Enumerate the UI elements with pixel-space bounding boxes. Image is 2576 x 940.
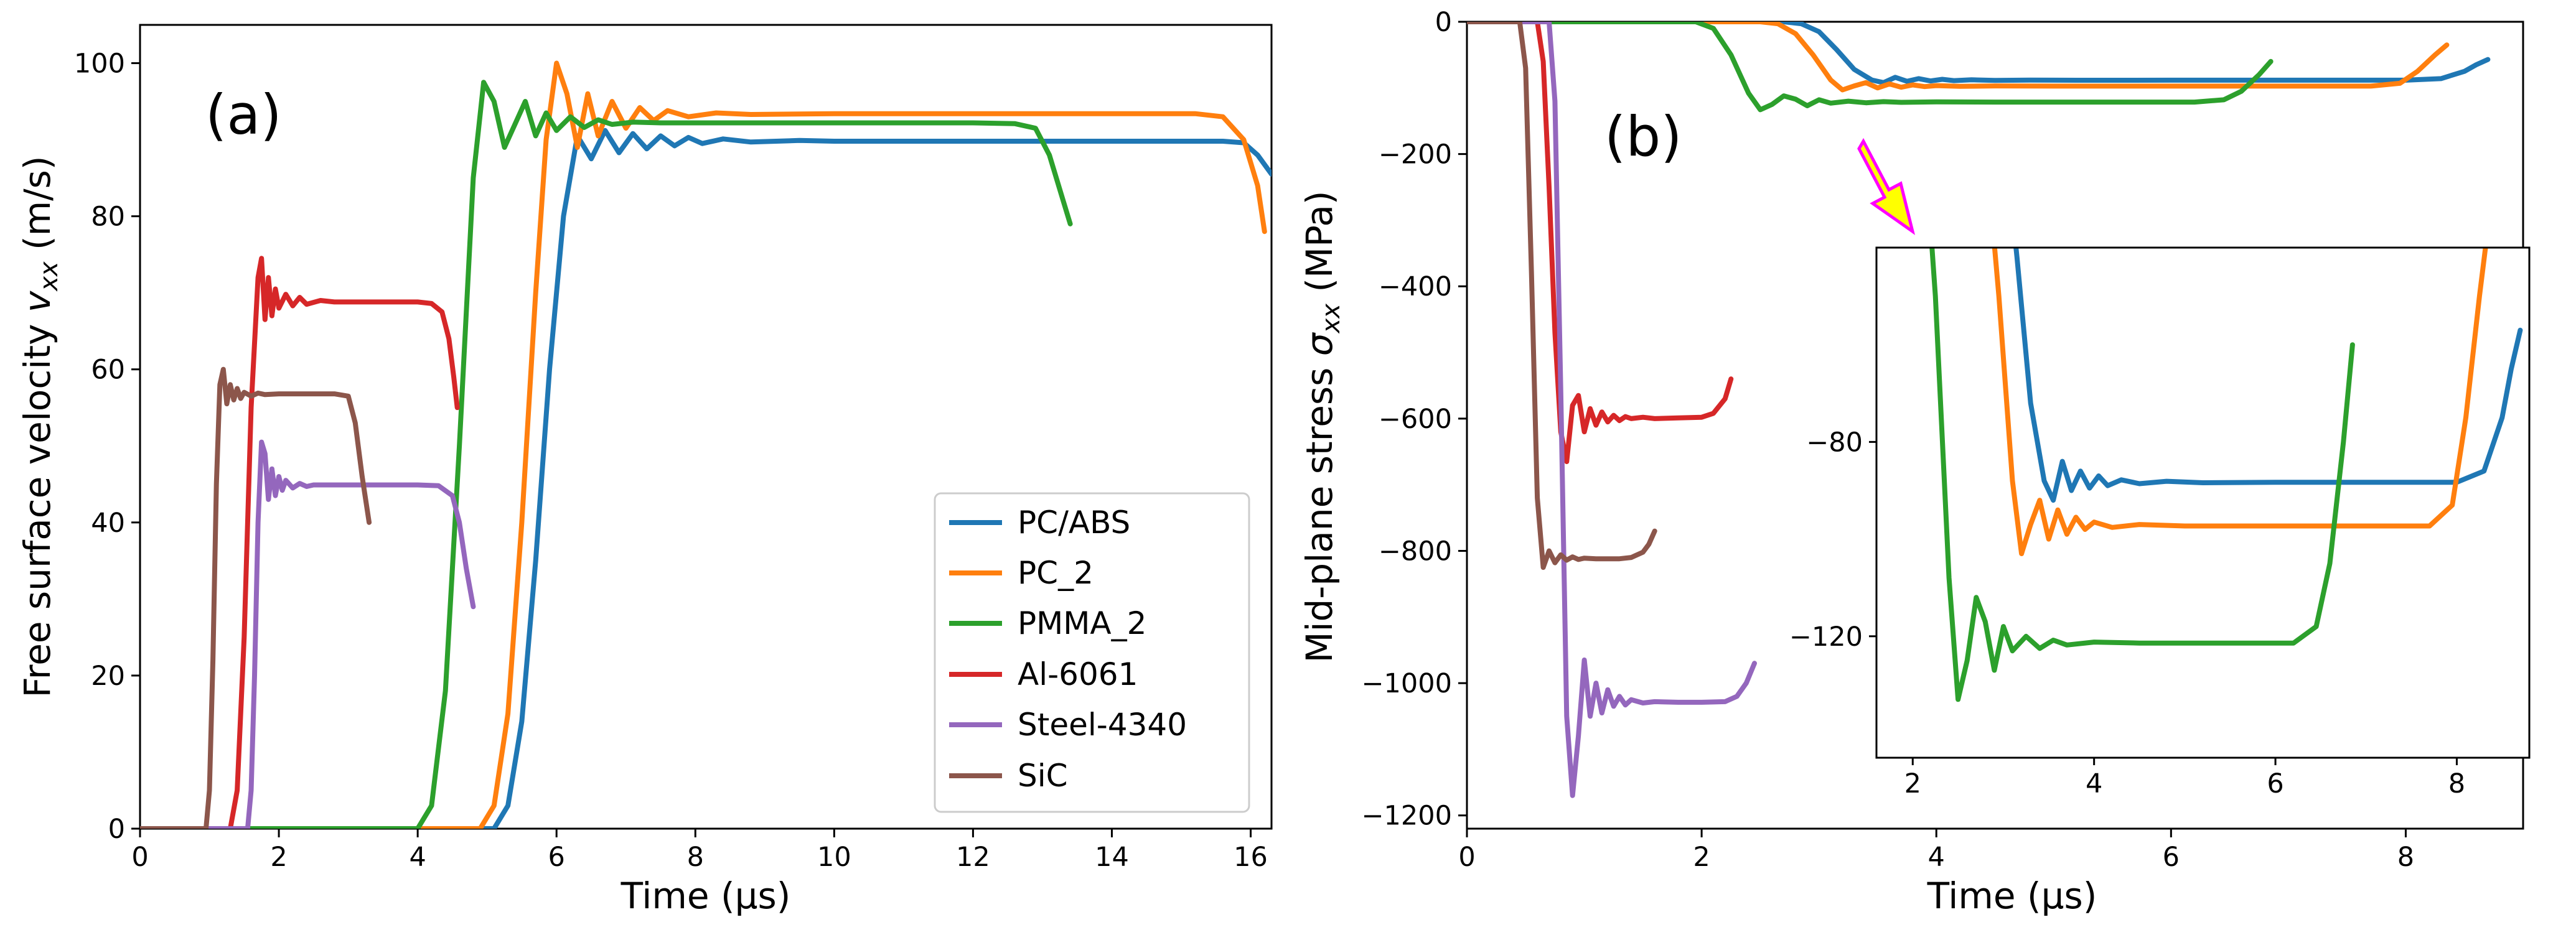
panel-b-y-tick-label: −200 [1379, 139, 1452, 170]
panel-a-y-tick-label: 80 [91, 202, 125, 233]
legend-frame [934, 492, 1250, 813]
panel-a-y-axis-label-subscript: xx [35, 261, 63, 292]
legend-label-pc-abs: PC/ABS [1018, 505, 1130, 541]
panel-a-x-tick-label: 4 [409, 842, 426, 873]
legend-label-pc-2: PC_2 [1018, 555, 1094, 591]
panel-b: 0 2 4 6 8 0 −200 −400 −600 −800 −1000 −1200 (b) Ti… [1298, 7, 2531, 917]
panel-b-x-tick-label: 6 [2163, 842, 2180, 873]
panel-a: 0 2 4 6 8 10 12 14 16 0 20 40 60 80 100 (a) Time (μs)… [16, 24, 1273, 917]
inset-x-tick-label: 4 [2086, 768, 2102, 799]
panel-a-line-pc-abs [140, 128, 1272, 829]
legend-label-al-6061: Al-6061 [1018, 656, 1138, 692]
panel-a-line-sic [140, 366, 372, 829]
inset-frame [1875, 246, 2531, 759]
panel-a-line-steel-4340 [140, 439, 476, 829]
inset-line-pc-2 [1992, 248, 2488, 556]
panel-b-x-tick-label: 2 [1693, 842, 1710, 873]
panel-b-y-tick-label: −1200 [1362, 801, 1452, 832]
panel-a-y-ticks: 0 20 40 60 80 100 [74, 49, 140, 845]
panel-a-y-tick-label: 40 [91, 508, 125, 539]
panel-b-line-pmma-2 [1467, 22, 2274, 113]
panel-a-line-al-6061 [140, 256, 460, 829]
panel-b-y-tick-label: −600 [1379, 404, 1452, 435]
panel-b-y-axis-label-main: Mid-plane stress [1298, 356, 1341, 663]
panel-b-line-pc-2 [1467, 22, 2450, 93]
legend-label-steel-4340: Steel-4340 [1018, 707, 1187, 743]
inset-y-tick-label: −80 [1806, 427, 1863, 458]
inset-x-ticks: 2 4 6 8 [1904, 758, 2465, 799]
panel-b-label: (b) [1604, 105, 1682, 169]
panel-b-x-tick-label: 0 [1458, 842, 1475, 873]
panel-a-x-tick-label: 2 [270, 842, 287, 873]
panel-a-x-tick-label: 0 [131, 842, 148, 873]
panel-a-label: (a) [205, 83, 282, 147]
panel-a-y-tick-label: 20 [91, 661, 125, 692]
panel-a-series [140, 60, 1272, 829]
inset-line-pmma-2 [1929, 248, 2355, 702]
panel-a-y-tick-label: 0 [108, 814, 125, 845]
inset-x-tick-label: 8 [2448, 768, 2465, 799]
panel-a-y-tick-label: 100 [74, 49, 125, 80]
panel-a-line-pc-2 [140, 60, 1267, 829]
legend: PC/ABS PC_2 PMMA_2 Al-6061 Steel-4340 Si… [934, 492, 1250, 813]
panel-b-line-steel-4340 [1467, 22, 1757, 798]
panel-b-inset: 2 4 6 8 −80 −120 [1789, 246, 2531, 799]
panel-b-line-al-6061 [1467, 22, 1734, 464]
panel-a-x-tick-label: 14 [1095, 842, 1129, 873]
inset-y-tick-label: −120 [1789, 621, 1863, 653]
panel-b-y-tick-label: −1000 [1362, 668, 1452, 699]
panel-a-y-tick-label: 60 [91, 355, 125, 386]
inset-x-tick-label: 2 [1904, 768, 1921, 799]
panel-b-y-axis-label: Mid-plane stress σxx (MPa) [1298, 190, 1346, 663]
panel-b-y-tick-label: 0 [1435, 7, 1452, 38]
legend-label-pmma-2: PMMA_2 [1018, 605, 1146, 641]
panel-b-y-axis-label-variable: σ [1298, 332, 1341, 356]
panel-a-x-tick-label: 12 [956, 842, 990, 873]
inset-series [1929, 248, 2523, 702]
panel-a-y-axis-label-variable: v [16, 290, 59, 312]
panel-b-series [1467, 22, 2491, 798]
panel-a-y-axis-label-main: Free surface velocity [16, 312, 59, 697]
panel-a-line-pmma-2 [140, 80, 1073, 829]
panel-a-x-ticks: 0 2 4 6 8 10 12 14 16 [131, 829, 1268, 873]
inset-x-tick-label: 6 [2267, 768, 2283, 799]
panel-a-x-tick-label: 6 [548, 842, 565, 873]
panel-a-x-axis-label: Time (μs) [621, 875, 791, 917]
zoom-arrow-annotation [1857, 137, 1916, 235]
panel-b-x-tick-label: 4 [1928, 842, 1945, 873]
panel-b-y-ticks: 0 −200 −400 −600 −800 −1000 −1200 [1362, 7, 1467, 832]
panel-b-y-tick-label: −400 [1379, 271, 1452, 302]
panel-b-y-axis-label-subscript: xx [1317, 304, 1346, 335]
panel-b-line-sic [1467, 22, 1657, 570]
panel-a-x-tick-label: 8 [687, 842, 704, 873]
panel-a-y-axis-label: Free surface velocity vxx (m/s) [16, 156, 63, 697]
inset-y-ticks: −80 −120 [1789, 427, 1876, 653]
legend-label-sic: SiC [1018, 758, 1068, 794]
panel-b-line-pc-abs [1467, 22, 2491, 85]
panel-b-x-axis-label: Time (μs) [1927, 875, 2097, 917]
panel-a-x-tick-label: 10 [817, 842, 851, 873]
panel-b-x-ticks: 0 2 4 6 8 [1458, 829, 2414, 873]
zoom-arrow-icon [1857, 137, 1916, 235]
panel-b-y-axis-label-unit: (MPa) [1298, 190, 1341, 304]
panel-a-axes-frame [139, 24, 1273, 830]
panel-a-y-axis-label-unit: (m/s) [16, 156, 59, 261]
inset-background [1876, 248, 2529, 758]
panel-a-x-tick-label: 16 [1234, 842, 1268, 873]
panel-b-y-tick-label: −800 [1379, 536, 1452, 567]
panel-b-x-tick-label: 8 [2397, 842, 2414, 873]
